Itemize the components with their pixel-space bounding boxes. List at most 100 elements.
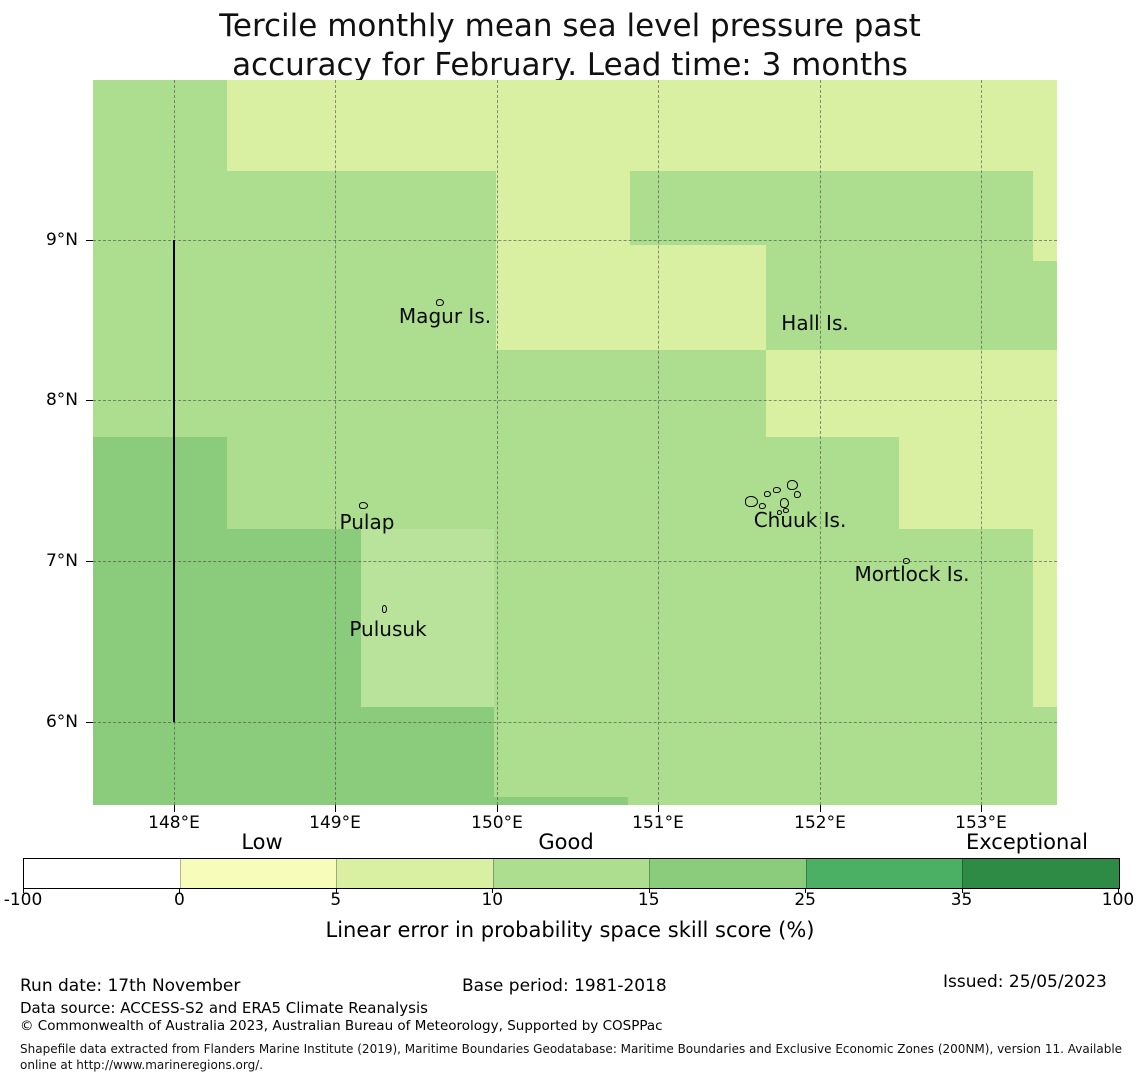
colorbar-segment--100to0 [24, 859, 180, 888]
island-label: Pulusuk [349, 617, 427, 641]
island-shape [382, 605, 387, 613]
gridline-151°E [658, 80, 659, 805]
colorbar [23, 858, 1120, 889]
island-shape [436, 299, 444, 306]
skill-region-5-10 [496, 80, 630, 261]
lon-tick-label: 149°E [309, 813, 361, 833]
skill-region-15-25 [93, 707, 494, 797]
colorbar-tick-mark [1118, 888, 1119, 893]
colorbar-tick-label: 25 [794, 890, 816, 910]
skill-region-5-10 [899, 437, 1033, 529]
gridline-7°N [93, 561, 1057, 562]
island-label: Magur Is. [398, 304, 492, 328]
colorbar-tick-mark [648, 888, 650, 893]
island-shape [773, 487, 781, 493]
colorbar-tick-mark [961, 888, 963, 893]
island-shape [777, 510, 782, 515]
colorbar-segment-0to5 [179, 859, 337, 888]
colorbar-tick-mark [179, 888, 181, 893]
copyright-text: © Commonwealth of Australia 2023, Austra… [20, 1018, 663, 1034]
lon-tick-label: 153°E [955, 813, 1007, 833]
gridline-149°E [335, 80, 336, 805]
lat-tick-mark [86, 561, 93, 562]
chart-title-line2: accuracy for February. Lead time: 3 mont… [232, 47, 908, 83]
island-shape [787, 480, 798, 490]
gridline-9°N [93, 240, 1057, 241]
colorbar-category-good: Good [538, 830, 594, 854]
island-shape [759, 503, 766, 509]
island-shape [903, 558, 910, 564]
gridline-152°E [820, 80, 821, 805]
lat-tick-label: 8°N [45, 390, 78, 410]
island-label: Mortlock Is. [854, 562, 970, 586]
skill-region-5-10 [496, 245, 766, 350]
island-shape [359, 502, 368, 509]
colorbar-tick-mark [492, 888, 494, 893]
lon-tick-label: 148°E [148, 813, 200, 833]
island-shape [745, 496, 758, 507]
colorbar-segment-5to10 [336, 859, 493, 888]
lat-tick-label: 6°N [45, 712, 78, 732]
island-label: Pulap [339, 510, 395, 534]
colorbar-tick-label: 100 [1101, 890, 1135, 910]
colorbar-segment-10to15 [492, 859, 650, 888]
skill-region-15-25 [93, 797, 628, 805]
colorbar-segment-15to25 [649, 859, 806, 888]
gridline-153°E [981, 80, 982, 805]
island-label: Hall Is. [781, 311, 849, 335]
run-date-text: Run date: 17th November [20, 976, 241, 996]
island-shape [783, 508, 789, 513]
colorbar-tick-label: 15 [637, 890, 660, 910]
lat-tick-mark [86, 240, 93, 241]
lat-tick-mark [86, 722, 93, 723]
island-shape [794, 491, 801, 498]
skill-region-15-25 [93, 437, 227, 529]
lon-tick-label: 150°E [471, 813, 523, 833]
lon-tick-label: 151°E [632, 813, 684, 833]
skill-region-5-10 [1033, 80, 1057, 261]
lon-tick-label: 152°E [794, 813, 846, 833]
lon-tick-mark [820, 805, 821, 812]
lat-tick-mark [86, 400, 93, 401]
lon-tick-mark [981, 805, 982, 812]
skill-region-5-10 [1033, 350, 1057, 707]
colorbar-segment-35to100 [962, 859, 1120, 888]
colorbar-tick-mark [23, 888, 24, 893]
map-canvas: Magur Is. Hall Is. Pulap Chuuk Is. Pulusuk Mo… [93, 80, 1057, 805]
eez-boundary-line [173, 240, 175, 722]
gridline-8°N [93, 400, 1057, 401]
colorbar-tick-label: 10 [481, 890, 504, 910]
colorbar-tick-mark [805, 888, 807, 893]
data-source-text: Data source: ACCESS-S2 and ERA5 Climate … [20, 999, 428, 1017]
lat-tick-label: 7°N [45, 551, 78, 571]
lon-tick-mark [174, 805, 175, 812]
colorbar-category-low: Low [241, 830, 283, 854]
island-shape [764, 491, 771, 497]
lon-tick-mark [497, 805, 498, 812]
colorbar-segment-25to35 [805, 859, 963, 888]
shapefile-note-text: Shapefile data extracted from Flanders M… [20, 1042, 1123, 1072]
colorbar-tick-label: 35 [950, 890, 973, 910]
skill-region-10-15_light [361, 529, 494, 707]
gridline-150°E [497, 80, 498, 805]
colorbar-axis-label: Linear error in probability space skill … [325, 918, 815, 942]
colorbar-tick-label: -100 [3, 890, 43, 910]
skill-region-15-25 [93, 529, 361, 707]
colorbar-category-exceptional: Exceptional [965, 830, 1089, 854]
colorbar-tick-label: 0 [174, 890, 185, 910]
colorbar-tick-label: 5 [330, 890, 342, 910]
skill-region-5-10 [227, 80, 496, 171]
base-period-text: Base period: 1981-2018 [462, 976, 667, 996]
lon-tick-mark [335, 805, 336, 812]
colorbar-tick-mark [335, 888, 337, 893]
chart-title-line1: Tercile monthly mean sea level pressure … [219, 8, 921, 44]
lon-tick-mark [658, 805, 659, 812]
gridline-6°N [93, 722, 1057, 723]
skill-region-5-10 [766, 350, 1033, 437]
lat-tick-label: 9°N [45, 230, 78, 250]
skill-region-5-10 [630, 80, 1033, 171]
island-shape [780, 498, 789, 508]
issued-date-text: Issued: 25/05/2023 [943, 972, 1107, 992]
island-label: Chuuk Is. [753, 508, 847, 532]
